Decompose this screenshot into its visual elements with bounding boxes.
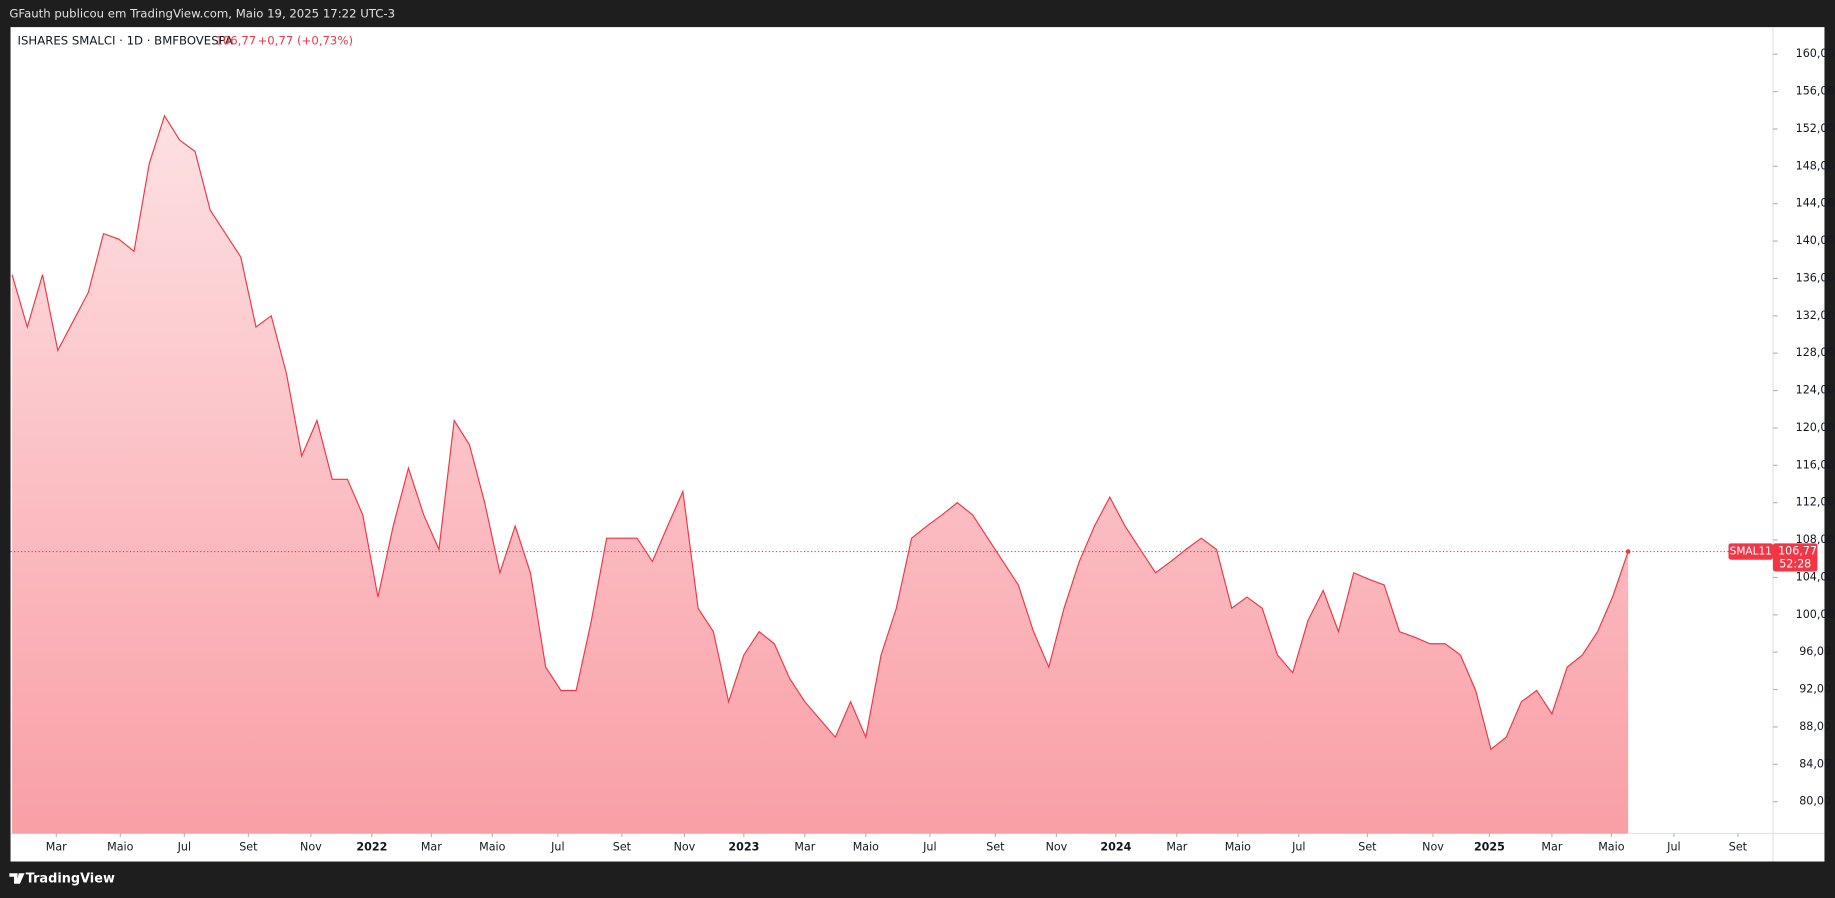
x-tick-label: 2023 <box>728 840 759 853</box>
countdown-label: 52:28 <box>1779 557 1811 570</box>
y-tick-label: 120,00 <box>1796 421 1835 434</box>
x-tick-label: Mar <box>1166 840 1187 853</box>
y-tick-label: 92,00 <box>1799 683 1831 696</box>
y-tick-label: 124,00 <box>1796 384 1835 397</box>
y-tick-label: 148,00 <box>1796 159 1835 172</box>
price-line <box>11 114 1629 751</box>
x-tick-label: Jul <box>550 840 564 853</box>
x-tick-label: 2025 <box>1474 840 1505 853</box>
y-tick-label: 116,00 <box>1796 458 1835 471</box>
y-tick-label: 88,00 <box>1799 720 1831 733</box>
y-tick-label: 132,00 <box>1796 309 1835 322</box>
x-tick-label: Jul <box>1666 840 1680 853</box>
y-tick-label: 84,00 <box>1799 757 1831 770</box>
price-change: +0,77 (+0,73%) <box>257 34 353 48</box>
symbol-tag-label: SMAL11 <box>1730 546 1772 558</box>
x-tick-label: Nov <box>1422 840 1444 853</box>
brand: TradingView <box>26 872 115 887</box>
y-tick-label: 152,00 <box>1796 122 1835 135</box>
y-tick-label: 108,00 <box>1796 533 1835 546</box>
x-tick-label: Jul <box>922 840 936 853</box>
x-tick-label: Mar <box>421 840 442 853</box>
x-tick-label: Set <box>1358 840 1377 853</box>
y-tick-label: 136,00 <box>1796 271 1835 284</box>
x-tick-label: Maio <box>479 840 505 853</box>
x-tick-label: 2024 <box>1100 840 1131 853</box>
publisher-line: GFauth publicou em TradingView.com, Maio… <box>9 7 395 21</box>
x-tick-label: Nov <box>674 840 696 853</box>
y-tick-label: 144,00 <box>1796 197 1835 210</box>
price-tag-label: 106,77 <box>1778 545 1817 558</box>
x-tick-label: Set <box>239 840 258 853</box>
x-tick-label: Nov <box>300 840 322 853</box>
symbol-info: ISHARES SMALCI · 1D · BMFBOVESPA <box>18 34 233 48</box>
y-tick-label: 96,00 <box>1799 645 1831 658</box>
last-point <box>1625 549 1631 554</box>
brand-logo <box>9 873 25 884</box>
price-tag <box>1772 543 1818 572</box>
y-tick-label: 100,00 <box>1796 608 1835 621</box>
x-tick-label: Maio <box>853 840 879 853</box>
area-fill <box>12 115 1629 834</box>
x-tick-label: Mar <box>46 840 67 853</box>
y-tick-label: 128,00 <box>1796 346 1835 359</box>
y-tick-label: 104,00 <box>1796 570 1835 583</box>
y-tick-label: 160,00 <box>1796 47 1835 60</box>
x-tick-label: Maio <box>1598 840 1624 853</box>
x-tick-label: Mar <box>1541 840 1562 853</box>
symbol-tag <box>1728 543 1773 560</box>
y-tick-label: 140,00 <box>1796 234 1835 247</box>
plot <box>10 114 1773 834</box>
x-tick-label: Jul <box>177 840 191 853</box>
last-price: 106,77 <box>215 34 256 48</box>
x-tick-label: Mar <box>794 840 815 853</box>
x-tick-label: Nov <box>1046 840 1068 853</box>
x-tick-label: Set <box>986 840 1005 853</box>
x-tick-label: Maio <box>1225 840 1251 853</box>
x-tick-label: Maio <box>107 840 133 853</box>
y-tick-label: 156,00 <box>1796 85 1835 98</box>
x-tick-label: Set <box>613 840 632 853</box>
y-tick-label: 80,00 <box>1799 795 1831 808</box>
x-tick-label: Set <box>1729 840 1748 853</box>
x-tick-label: 2022 <box>356 840 387 853</box>
x-tick-label: Jul <box>1291 840 1305 853</box>
y-tick-label: 112,00 <box>1796 496 1835 509</box>
